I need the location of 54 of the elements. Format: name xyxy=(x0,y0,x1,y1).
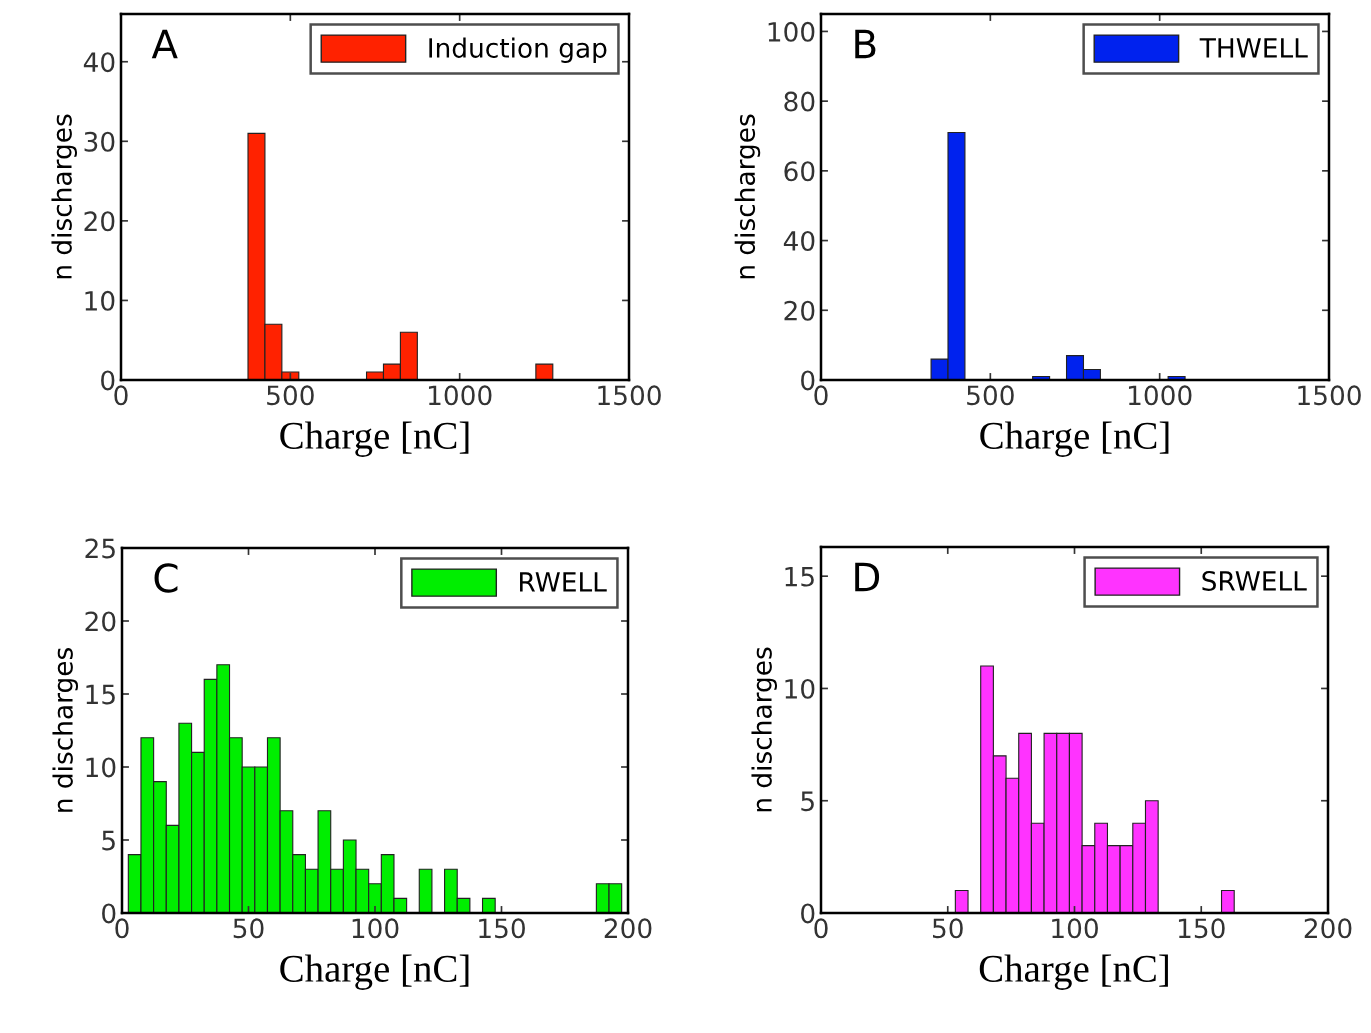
x-axis-title: Charge [nC] xyxy=(979,954,1168,990)
y-axis-title: n discharges xyxy=(751,647,777,812)
y-tick-label: 15 xyxy=(785,566,814,587)
y-tick-label: 10 xyxy=(785,678,815,699)
y-tick-label: 100 xyxy=(768,21,815,42)
x-tick-label: 0 xyxy=(814,385,828,406)
y-tick-label: 15 xyxy=(86,684,115,705)
y-tick-label: 0 xyxy=(801,370,815,391)
x-tick-label: 150 xyxy=(1178,918,1225,939)
y-tick-label: 30 xyxy=(84,131,115,152)
x-tick-label: 500 xyxy=(267,385,314,406)
legend-label: RWELL xyxy=(520,572,607,592)
y-tick-label: 0 xyxy=(102,903,116,924)
y-axis-title: n discharges xyxy=(734,114,761,279)
x-tick-label: 0 xyxy=(115,918,129,939)
y-tick-label: 0 xyxy=(101,370,115,391)
x-tick-label: 50 xyxy=(233,918,264,939)
y-tick-label: 0 xyxy=(801,903,815,924)
x-axis-title: Charge [nC] xyxy=(280,954,469,990)
annotation: C xyxy=(154,563,178,593)
y-axis-title: n discharges xyxy=(52,648,78,812)
legend-label: SRWELL xyxy=(1202,570,1307,591)
x-tick-label: 200 xyxy=(1304,918,1352,939)
x-tick-label: 50 xyxy=(933,918,963,939)
legend-label: Induction gap xyxy=(429,37,607,64)
y-tick-label: 60 xyxy=(784,161,815,182)
legend-label: THWELL xyxy=(1199,38,1308,58)
y-tick-label: 10 xyxy=(85,290,115,311)
annotation: D xyxy=(855,562,880,592)
y-tick-label: 40 xyxy=(83,52,115,73)
y-tick-label: 5 xyxy=(801,791,814,812)
x-tick-label: 0 xyxy=(814,918,828,939)
y-tick-label: 25 xyxy=(85,538,115,559)
x-tick-label: 1000 xyxy=(1128,385,1192,406)
x-tick-label: 100 xyxy=(1052,918,1098,939)
annotation: B xyxy=(855,29,876,59)
x-tick-label: 1500 xyxy=(598,385,661,406)
x-tick-label: 1500 xyxy=(1298,385,1361,406)
annotation: A xyxy=(151,29,178,59)
x-tick-label: 500 xyxy=(967,385,1014,406)
y-tick-label: 80 xyxy=(784,91,815,112)
x-axis-title: Charge [nC] xyxy=(280,421,469,457)
y-tick-label: 20 xyxy=(85,611,116,632)
x-tick-label: 1000 xyxy=(428,385,492,406)
y-tick-label: 10 xyxy=(86,757,116,778)
y-axis-title: n discharges xyxy=(51,114,77,279)
x-axis-title: Charge [nC] xyxy=(980,421,1169,457)
x-tick-label: 100 xyxy=(352,918,399,939)
x-tick-label: 150 xyxy=(479,918,525,939)
y-tick-label: 5 xyxy=(102,830,115,851)
y-tick-label: 20 xyxy=(784,300,815,321)
x-tick-label: 200 xyxy=(604,918,652,939)
y-tick-label: 20 xyxy=(84,211,115,232)
y-tick-label: 40 xyxy=(783,231,815,251)
